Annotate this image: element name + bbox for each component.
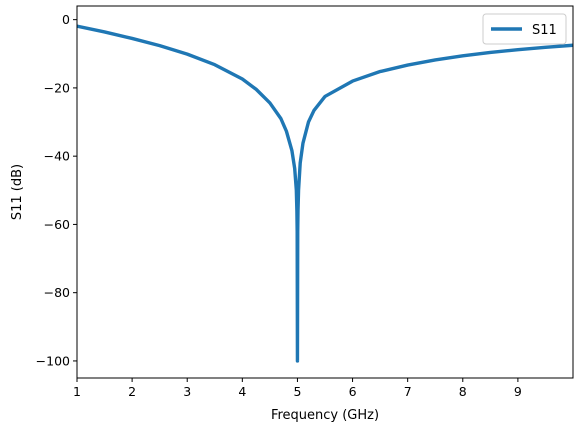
x-tick-label-5: 5 xyxy=(293,384,301,399)
x-tick-label-3: 3 xyxy=(183,384,191,399)
y-tick-label--40: −40 xyxy=(44,149,70,164)
x-tick-label-4: 4 xyxy=(238,384,246,399)
series-line-s11 xyxy=(77,24,573,363)
y-tick-label-0: 0 xyxy=(62,12,70,27)
y-tick-label--60: −60 xyxy=(44,217,70,232)
legend: S11 xyxy=(482,13,567,45)
plot-area xyxy=(76,5,574,379)
x-tick-label-7: 7 xyxy=(404,384,412,399)
plot-frame xyxy=(76,5,574,379)
legend-box xyxy=(482,13,567,45)
x-tick-label-1: 1 xyxy=(73,384,81,399)
y-axis: 0 −20 −40 −60 −80 −100 xyxy=(36,12,77,368)
x-axis: 1 2 3 4 5 6 7 8 9 xyxy=(73,378,522,399)
y-tick-label--80: −80 xyxy=(44,285,70,300)
legend-label-s11: S11 xyxy=(532,23,557,38)
y-axis-label: S11 (dB) xyxy=(10,164,25,220)
x-tick-label-9: 9 xyxy=(514,384,522,399)
x-tick-label-6: 6 xyxy=(349,384,357,399)
y-tick-label--100: −100 xyxy=(36,353,70,368)
x-tick-label-2: 2 xyxy=(128,384,136,399)
x-tick-label-8: 8 xyxy=(459,384,467,399)
x-axis-label: Frequency (GHz) xyxy=(271,408,379,423)
y-tick-label--20: −20 xyxy=(44,80,70,95)
